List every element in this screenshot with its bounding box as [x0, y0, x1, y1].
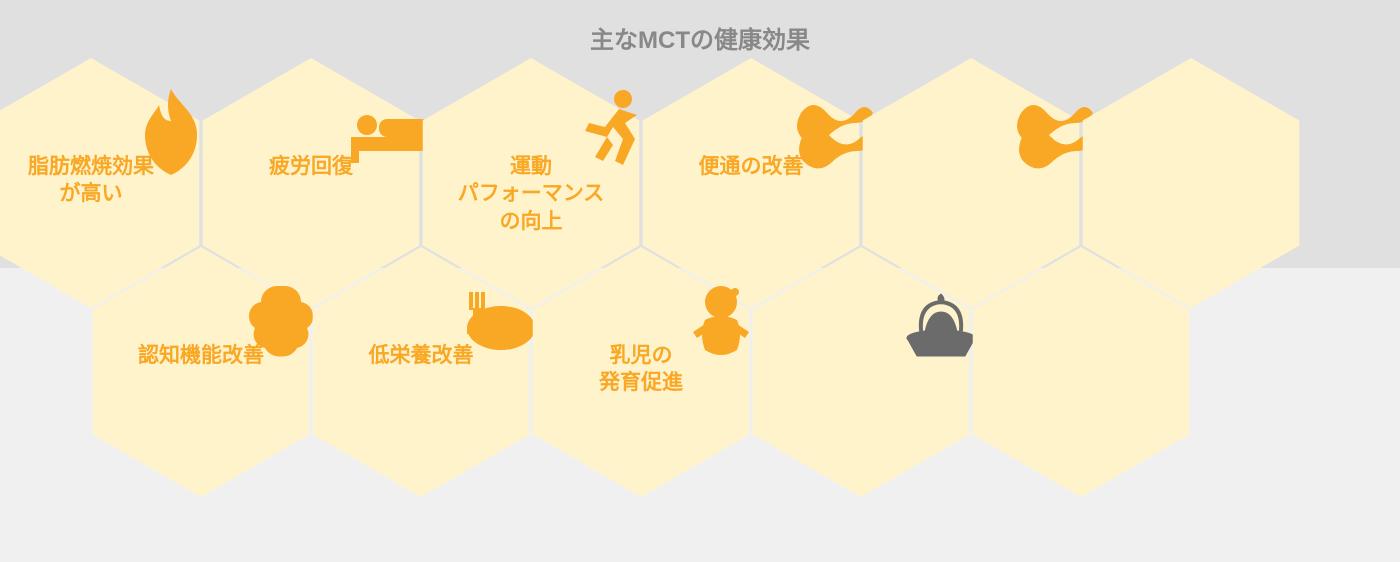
page-title: 主なMCTの健康効果 — [0, 20, 1400, 55]
